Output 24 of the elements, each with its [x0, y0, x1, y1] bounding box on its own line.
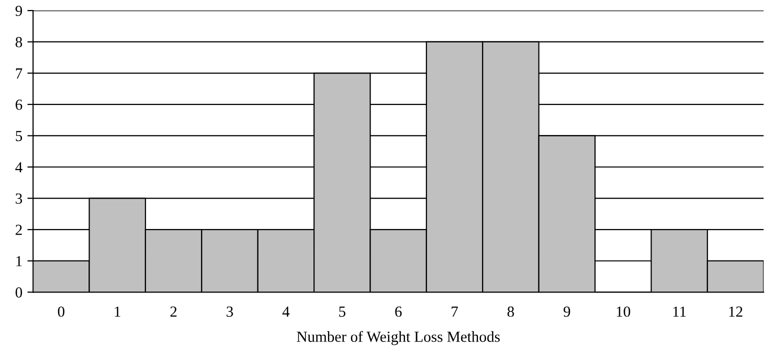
- y-tick-label: 0: [16, 287, 22, 298]
- x-tick-label: 11: [673, 306, 686, 317]
- x-tick-label: 8: [507, 306, 514, 317]
- x-tick-label: 4: [282, 306, 290, 317]
- x-tick-label: 5: [339, 306, 346, 317]
- y-tick-label: 8: [16, 36, 22, 48]
- y-tick-label: 1: [16, 256, 22, 266]
- x-tick-label: 10: [616, 306, 630, 317]
- x-tick-label: 0: [58, 306, 64, 317]
- y-tick-label: 3: [16, 193, 22, 204]
- y-tick-label: 6: [16, 100, 22, 110]
- x-tick-label: 7: [452, 306, 458, 317]
- y-tick-label: 5: [16, 131, 22, 142]
- x-tick-label: 6: [395, 306, 402, 317]
- x-tick-label: 9: [564, 306, 570, 317]
- y-tick-label: 9: [16, 6, 22, 16]
- x-tick-label: 3: [226, 306, 233, 317]
- y-tick-label: 7: [16, 68, 22, 78]
- y-tick-label: 4: [15, 162, 22, 172]
- x-tick-label: 1: [114, 306, 120, 317]
- x-tick-label: 12: [729, 306, 742, 317]
- x-axis-title: Number of Weight Loss Methods: [296, 331, 500, 346]
- x-tick-label: 2: [170, 306, 177, 317]
- y-tick-label: 2: [16, 224, 22, 235]
